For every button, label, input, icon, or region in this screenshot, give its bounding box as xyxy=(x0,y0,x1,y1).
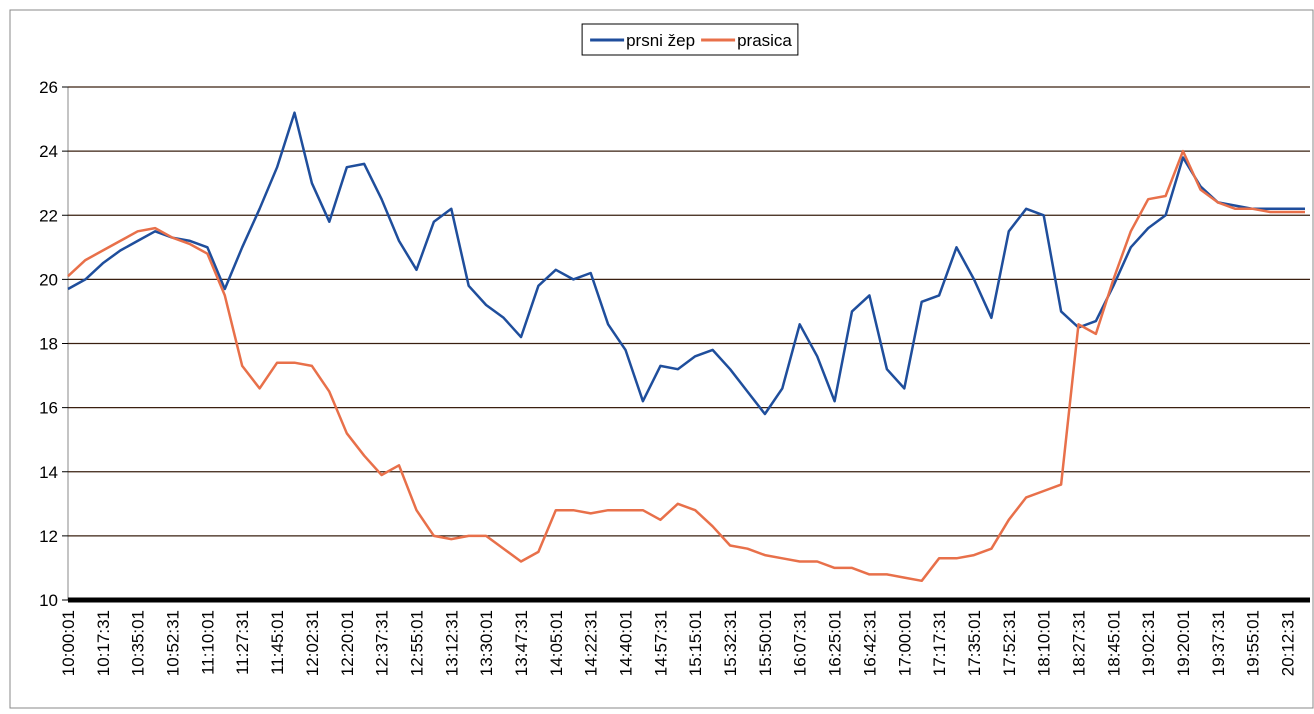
x-tick-label: 11:10:01 xyxy=(198,610,217,675)
chart-frame xyxy=(9,9,1314,709)
y-tick-label: 22 xyxy=(39,206,58,225)
y-tick-label: 16 xyxy=(39,399,58,418)
x-tick-label: 13:30:01 xyxy=(477,610,496,676)
x-tick-label: 19:02:31 xyxy=(1139,610,1158,676)
x-tick-label: 15:32:31 xyxy=(721,610,740,676)
legend-label: prsni žep xyxy=(626,31,695,50)
x-tick-label: 11:27:31 xyxy=(233,610,252,675)
y-tick-label: 14 xyxy=(39,463,58,482)
y-tick-label: 26 xyxy=(39,78,58,97)
x-tick-label: 19:55:01 xyxy=(1244,610,1263,676)
x-tick-label: 17:17:31 xyxy=(930,610,949,676)
legend: prsni žep prasica xyxy=(581,23,799,56)
x-tick-label: 12:55:01 xyxy=(407,610,426,676)
x-tick-label: 10:17:31 xyxy=(94,610,113,676)
x-tick-label: 15:50:01 xyxy=(756,610,775,676)
x-tick-label: 14:05:01 xyxy=(547,610,566,676)
y-tick-label: 20 xyxy=(39,270,58,289)
x-tick-label: 17:35:01 xyxy=(965,610,984,676)
x-tick-label: 19:37:31 xyxy=(1209,610,1228,676)
legend-label: prasica xyxy=(737,31,792,50)
x-tick-label: 14:57:31 xyxy=(651,610,670,676)
x-tick-label: 18:27:31 xyxy=(1070,610,1089,676)
x-tick-label: 17:00:01 xyxy=(895,610,914,676)
x-tick-label: 18:10:01 xyxy=(1035,610,1054,676)
x-tick-label: 16:07:31 xyxy=(791,610,810,676)
x-tick-label: 17:52:31 xyxy=(1000,610,1019,676)
y-tick-label: 24 xyxy=(39,142,58,161)
x-tick-label: 12:02:31 xyxy=(303,610,322,676)
series-line xyxy=(67,111,1305,416)
x-tick-label: 20:12:31 xyxy=(1279,610,1298,676)
x-tick-label: 14:40:01 xyxy=(617,610,636,676)
x-tick-label: 15:15:01 xyxy=(686,610,705,676)
x-tick-label: 19:20:01 xyxy=(1174,610,1193,676)
x-tick-label: 18:45:01 xyxy=(1104,610,1123,676)
x-tick-label: 10:52:31 xyxy=(164,610,183,676)
x-tick-label: 11:45:01 xyxy=(268,610,287,675)
x-tick-label: 10:35:01 xyxy=(129,610,148,676)
y-tick-label: 10 xyxy=(39,591,58,610)
x-tick-label: 12:20:01 xyxy=(338,610,357,676)
y-tick-label: 12 xyxy=(39,527,58,546)
y-tick-label: 18 xyxy=(39,335,58,354)
x-tick-label: 13:12:31 xyxy=(442,610,461,676)
x-tick-label: 14:22:31 xyxy=(582,610,601,676)
x-tick-label: 16:25:01 xyxy=(826,610,845,676)
x-tick-label: 12:37:31 xyxy=(373,610,392,676)
x-tick-label: 13:47:31 xyxy=(512,610,531,676)
x-tick-label: 16:42:31 xyxy=(860,610,879,676)
x-tick-label: 10:00:01 xyxy=(59,610,78,676)
series-line xyxy=(67,149,1305,583)
